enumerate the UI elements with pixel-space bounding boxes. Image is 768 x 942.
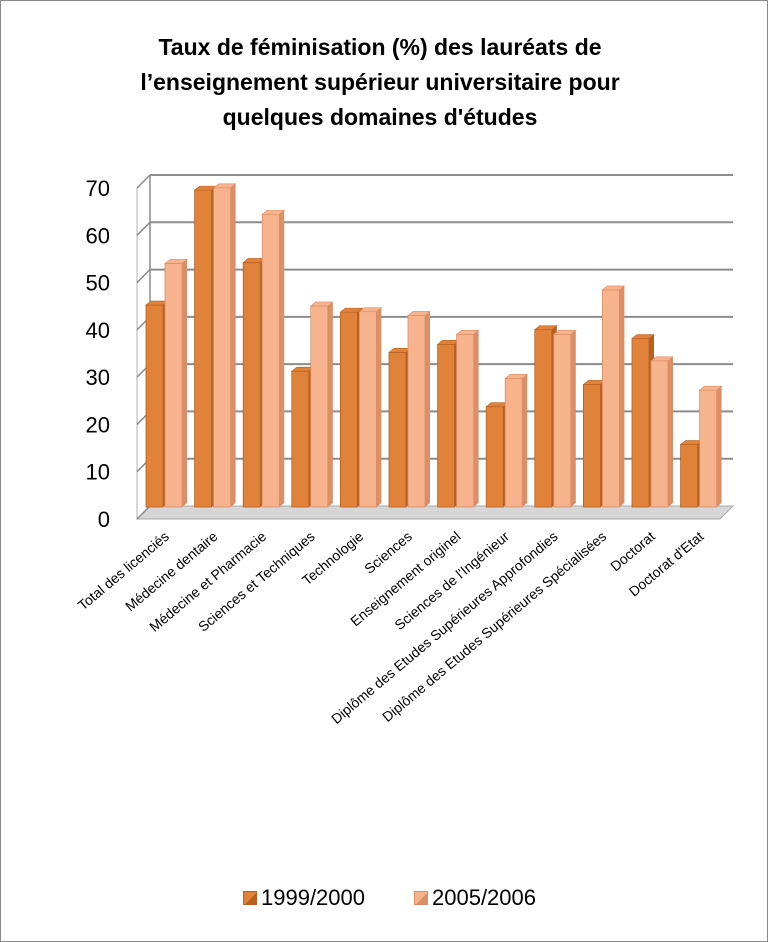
bar [650,356,674,508]
bar [407,311,431,508]
y-tick-label: 70 [86,176,110,201]
bar [455,330,480,508]
bar [309,301,334,508]
chart-title-line-1: Taux de féminisation (%) des lauréats de [158,34,602,60]
bar [358,307,383,508]
y-axis-ticks: 0 10 20 30 40 50 60 70 [86,176,110,532]
x-tick-label: Diplôme des Etudes Supérieures Spécialis… [379,528,609,725]
bars [145,183,723,508]
bar [504,374,529,508]
gridline [136,221,733,236]
bar [601,285,626,508]
y-tick-label: 30 [86,365,110,390]
bar [552,330,577,508]
chart-title-line-3: quelques domaines d'études [222,104,538,130]
legend: 1999/2000 2005/2006 [0,883,768,913]
bar [212,183,237,508]
gridline [136,505,151,520]
bar [261,209,286,508]
legend-item-series-2: 2005/2006 [414,883,536,913]
chart-title: Taux de féminisation (%) des lauréats de… [60,30,700,135]
chart-title-line-2: l’enseignement supérieur universitaire p… [140,69,620,95]
legend-label-series-1: 1999/2000 [261,885,365,910]
plot-floor [135,505,735,520]
bar [698,385,723,508]
bar [164,259,188,508]
gridline [136,174,733,189]
y-tick-label: 10 [86,460,110,485]
y-tick-label: 50 [86,271,110,296]
bar-chart-plot: 0 10 20 30 40 50 60 70 Total des licenciésMédec… [75,174,735,727]
legend-item-series-1: 1999/2000 [243,883,365,913]
legend-label-series-2: 2005/2006 [432,885,536,910]
legend-swatch-series-1 [243,891,257,905]
x-tick-label: Diplôme des Etudes Supérieures Approfond… [328,528,561,727]
y-tick-label: 60 [86,223,110,248]
y-tick-label: 40 [86,318,110,343]
legend-swatch-series-2 [414,891,428,905]
y-tick-label: 20 [86,412,110,437]
y-tick-label: 0 [98,507,110,532]
